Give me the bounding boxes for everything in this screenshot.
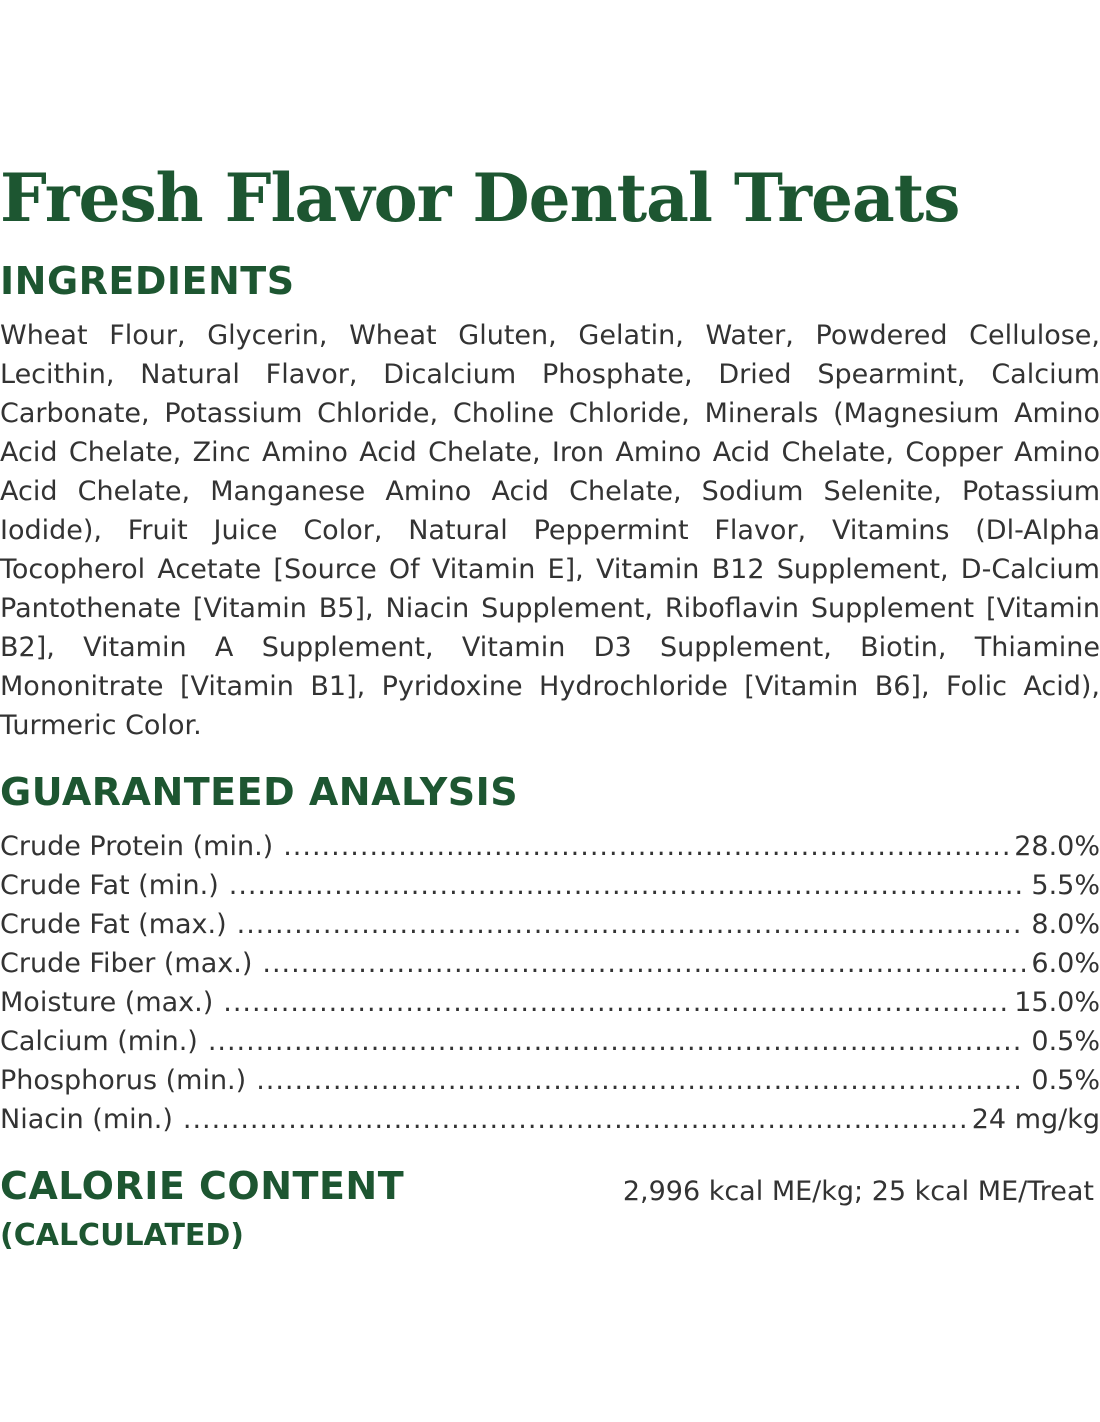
guaranteed-analysis-table: Crude Protein (min.) 28.0% Crude Fat (mi… [0,827,1100,1139]
calorie-content-value: 2,996 kcal ME/kg; 25 kcal ME/Treat [622,1176,1094,1207]
analysis-row: Crude Fat (min.) 5.5% [0,866,1100,905]
dot-leader [208,1022,1026,1061]
analysis-row: Moisture (max.) 15.0% [0,983,1100,1022]
analysis-row-name: Moisture (max.) [0,987,214,1018]
analysis-row-value: 8.0% [1031,909,1100,940]
analysis-row: Crude Fiber (max.) 6.0% [0,944,1100,983]
dot-leader [262,944,1025,983]
ingredients-list: Wheat Flour, Glycerin, Wheat Gluten, Gel… [0,320,1100,741]
dot-leader [283,827,1008,866]
analysis-row-value: 0.5% [1031,1065,1100,1096]
calorie-content-heading: CALORIE CONTENT [0,1164,405,1208]
analysis-row-name: Crude Protein (min.) [0,831,274,862]
analysis-row-name: Niacin (min.) [0,1104,173,1135]
analysis-row: Niacin (min.) 24 mg/kg [0,1100,1100,1139]
analysis-row-name: Crude Fat (max.) [0,909,227,940]
analysis-row: Crude Protein (min.) 28.0% [0,827,1100,866]
analysis-row-value: 15.0% [1014,987,1100,1018]
dot-leader [237,905,1026,944]
guaranteed-analysis-heading: GUARANTEED ANALYSIS [0,770,519,814]
analysis-row-name: Crude Fiber (max.) [0,948,253,979]
analysis-row-name: Calcium (min.) [0,1026,198,1057]
analysis-row-value: 0.5% [1031,1026,1100,1057]
ingredients-heading: INGREDIENTS [0,259,295,303]
product-title: Fresh Flavor Dental Treats [0,159,960,237]
analysis-row-value: 5.5% [1031,870,1100,901]
calorie-content-subheading: (CALCULATED) [0,1218,245,1253]
analysis-row: Phosphorus (min.) 0.5% [0,1061,1100,1100]
analysis-row: Calcium (min.) 0.5% [0,1022,1100,1061]
dot-leader [229,866,1026,905]
analysis-row-value: 24 mg/kg [971,1104,1100,1135]
analysis-row-value: 6.0% [1031,948,1100,979]
dot-leader [256,1061,1025,1100]
analysis-row-name: Crude Fat (min.) [0,870,219,901]
dot-leader [223,983,1008,1022]
dot-leader [183,1100,966,1139]
analysis-row-value: 28.0% [1014,831,1100,862]
analysis-row-name: Phosphorus (min.) [0,1065,247,1096]
analysis-row: Crude Fat (max.) 8.0% [0,905,1100,944]
